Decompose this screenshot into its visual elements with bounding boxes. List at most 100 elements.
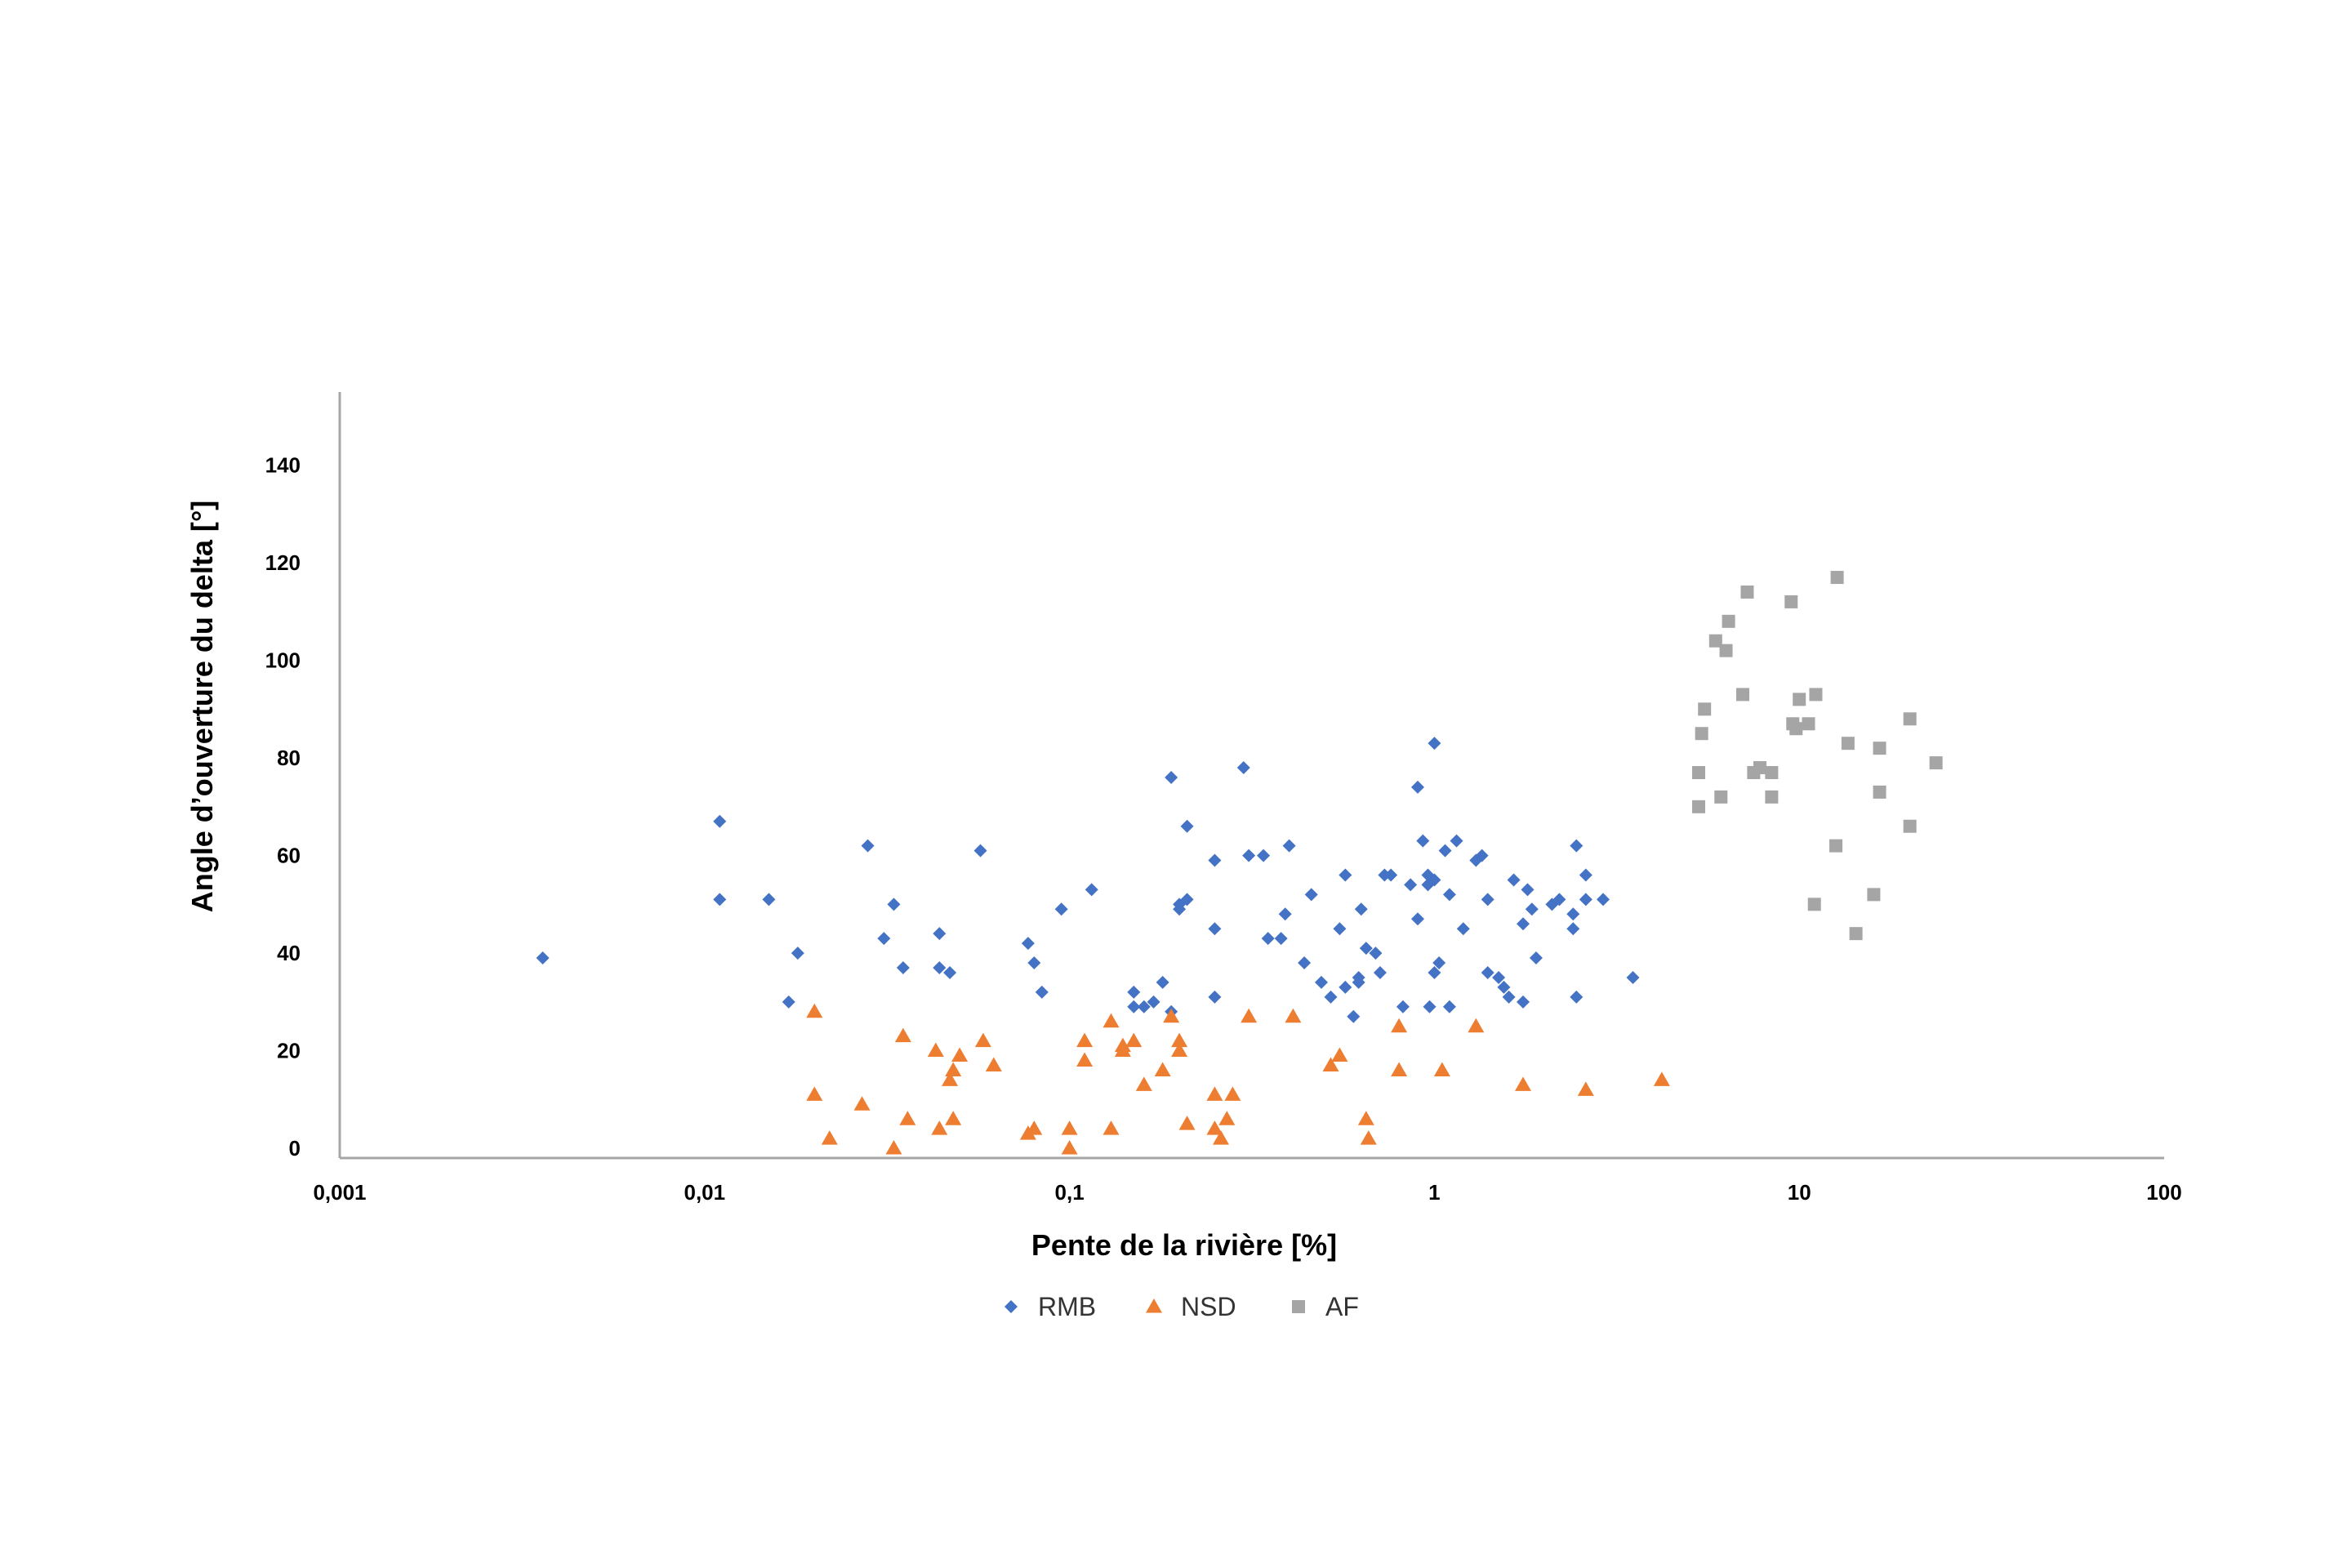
y-tick-label: 60 (277, 844, 301, 868)
data-point-rmb (1570, 839, 1584, 853)
data-point-nsd (1468, 1018, 1485, 1033)
data-point-rmb (1354, 902, 1368, 916)
data-point-nsd (1171, 1032, 1188, 1048)
data-point-rmb (1475, 849, 1489, 862)
data-point-nsd (899, 1111, 916, 1125)
data-point-af (1873, 785, 1886, 799)
series-nsd (806, 1003, 1670, 1155)
data-point-nsd (1360, 1130, 1377, 1145)
data-point-af (1809, 688, 1823, 702)
data-point-rmb (791, 947, 804, 960)
data-point-rmb (1396, 1000, 1410, 1013)
legend-marker-rmb (1004, 1300, 1018, 1313)
data-point-nsd (1577, 1081, 1594, 1096)
data-point-nsd (1125, 1032, 1143, 1048)
data-point-rmb (1147, 995, 1160, 1009)
data-point-rmb (1257, 849, 1271, 862)
data-point-af (1829, 839, 1843, 853)
data-point-rmb (1352, 970, 1365, 984)
data-points (536, 571, 1943, 1155)
data-point-nsd (1218, 1111, 1236, 1125)
data-point-rmb (713, 893, 727, 906)
x-tick-label: 0,1 (1055, 1180, 1085, 1205)
data-point-rmb (1579, 893, 1592, 906)
data-point-rmb (896, 960, 910, 974)
data-point-af (1873, 742, 1886, 755)
data-point-af (1765, 790, 1779, 804)
legend-item-af: AF (1292, 1292, 1359, 1321)
data-point-af (1793, 693, 1806, 706)
data-point-nsd (1154, 1062, 1171, 1076)
data-point-nsd (1213, 1130, 1230, 1145)
data-point-af (1692, 766, 1706, 780)
data-point-rmb (1085, 883, 1098, 897)
data-point-rmb (1035, 985, 1049, 999)
data-point-rmb (1442, 1000, 1456, 1013)
legend-marker-af (1292, 1300, 1305, 1313)
data-point-rmb (713, 814, 727, 828)
data-point-rmb (1127, 985, 1141, 999)
data-point-rmb (1298, 956, 1312, 970)
data-point-nsd (894, 1027, 911, 1043)
data-point-nsd (942, 1071, 959, 1086)
data-point-nsd (1061, 1120, 1078, 1135)
data-point-af (1903, 819, 1917, 833)
data-point-rmb (1339, 980, 1352, 994)
x-tick-label: 10 (1788, 1180, 1811, 1205)
series-af (1692, 571, 1943, 941)
data-point-rmb (1432, 956, 1446, 970)
data-point-rmb (536, 951, 550, 965)
data-point-nsd (1285, 1008, 1302, 1023)
data-point-rmb (1438, 844, 1452, 858)
data-point-nsd (1241, 1008, 1258, 1023)
data-point-rmb (1423, 1000, 1437, 1013)
legend-label-af: AF (1325, 1292, 1359, 1321)
data-point-af (1807, 898, 1821, 911)
data-point-rmb (1054, 902, 1068, 916)
data-point-rmb (933, 927, 947, 941)
data-point-rmb (1127, 1000, 1141, 1013)
y-tick-label: 20 (277, 1039, 301, 1063)
legend: RMB NSD AF (1004, 1292, 1359, 1321)
data-point-rmb (1347, 1009, 1361, 1023)
data-point-nsd (1391, 1062, 1408, 1076)
data-point-rmb (1410, 780, 1424, 794)
axes (338, 392, 2164, 1160)
data-point-rmb (1274, 932, 1288, 946)
data-point-af (1698, 702, 1712, 716)
data-point-rmb (1428, 737, 1441, 751)
data-point-rmb (1278, 907, 1292, 921)
data-point-rmb (933, 960, 947, 974)
data-point-rmb (782, 995, 795, 1009)
data-point-rmb (1521, 883, 1535, 897)
data-point-nsd (1135, 1076, 1152, 1091)
data-point-rmb (1384, 868, 1398, 882)
data-point-nsd (974, 1032, 991, 1048)
data-point-rmb (1410, 912, 1424, 926)
data-point-rmb (1156, 975, 1169, 989)
data-point-rmb (1502, 990, 1516, 1004)
data-point-rmb (1442, 888, 1456, 902)
data-point-af (1695, 727, 1708, 741)
data-point-nsd (1322, 1057, 1339, 1071)
series-rmb (536, 737, 1640, 1023)
data-point-nsd (1114, 1042, 1131, 1058)
y-tick-label: 40 (277, 941, 301, 965)
data-point-rmb (1456, 922, 1470, 936)
y-tick-label: 140 (265, 453, 301, 478)
data-point-nsd (1102, 1120, 1120, 1135)
data-point-rmb (1236, 761, 1250, 775)
data-point-rmb (1566, 922, 1580, 936)
data-point-af (1722, 614, 1735, 628)
data-point-af (1830, 571, 1844, 585)
data-point-nsd (806, 1086, 823, 1101)
data-point-rmb (1404, 878, 1418, 892)
legend-label-rmb: RMB (1038, 1292, 1096, 1321)
data-point-rmb (1333, 922, 1347, 936)
data-point-nsd (1076, 1052, 1094, 1067)
y-tick-label: 80 (277, 746, 301, 770)
data-point-nsd (1026, 1120, 1043, 1135)
data-point-rmb (1450, 834, 1463, 848)
data-point-rmb (1416, 834, 1430, 848)
y-tick-labels: 0 20 40 60 80 100 120 140 (265, 453, 301, 1160)
